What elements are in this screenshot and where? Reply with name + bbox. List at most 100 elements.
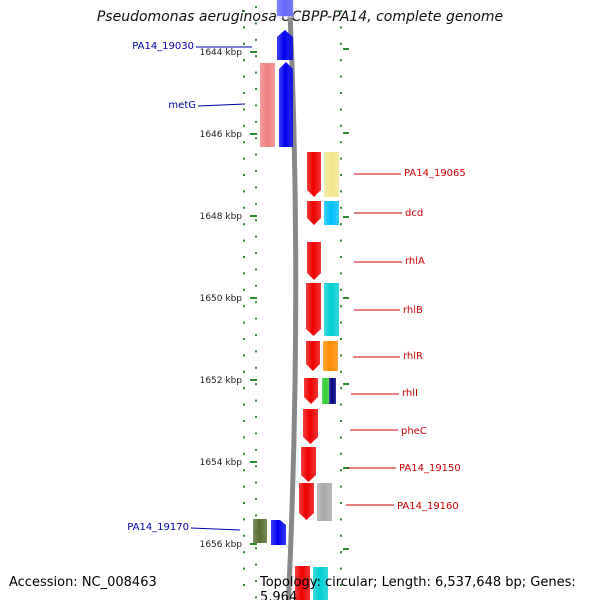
minor-tick xyxy=(255,137,257,140)
minor-tick xyxy=(340,288,342,291)
minor-tick xyxy=(340,108,342,111)
minor-tick xyxy=(255,580,257,582)
scale-tick-label: 1648 kbp xyxy=(200,212,243,222)
minor-tick xyxy=(340,485,342,488)
callout-label: PA14_19030 xyxy=(132,41,194,52)
minor-tick xyxy=(255,465,257,468)
minor-tick xyxy=(255,6,257,8)
scale-tick-mark xyxy=(250,133,257,135)
callout-label: PA14_19150 xyxy=(399,463,461,474)
minor-tick xyxy=(340,26,342,29)
minor-tick xyxy=(243,157,245,160)
gene-arrow xyxy=(307,152,321,197)
minor-tick xyxy=(243,534,245,537)
gene-arrow xyxy=(299,483,314,520)
cog-box xyxy=(276,0,294,18)
callout-leader-line xyxy=(190,527,241,531)
minor-tick xyxy=(255,416,257,418)
minor-tick xyxy=(340,256,342,258)
minor-tick xyxy=(255,219,257,222)
cog-box xyxy=(260,63,275,147)
minor-tick xyxy=(255,399,257,402)
minor-tick xyxy=(243,26,245,29)
minor-tick xyxy=(243,584,245,586)
minor-tick xyxy=(255,432,257,435)
minor-tick xyxy=(340,59,342,62)
gene-arrow xyxy=(307,242,321,280)
minor-tick xyxy=(243,59,245,62)
minor-tick xyxy=(243,10,245,12)
minor-tick xyxy=(243,436,245,439)
minor-tick xyxy=(255,481,257,484)
minor-tick xyxy=(243,92,245,94)
callout-label: rhlA xyxy=(405,256,425,267)
scale-tick-mark xyxy=(250,461,257,463)
cog-box xyxy=(313,567,328,600)
callout-label: PA14_19065 xyxy=(404,168,466,179)
minor-tick xyxy=(340,452,342,455)
minor-tick xyxy=(340,174,342,176)
scale-tick-label: 1646 kbp xyxy=(200,130,243,140)
scale-tick-label: 1650 kbp xyxy=(200,294,243,304)
minor-tick xyxy=(255,120,257,123)
cog-box xyxy=(329,378,336,404)
minor-tick xyxy=(340,223,342,226)
scale-tick-mark xyxy=(250,379,257,381)
minor-tick xyxy=(255,301,257,304)
cog-box xyxy=(317,483,332,521)
minor-tick xyxy=(255,334,257,336)
minor-tick xyxy=(243,206,245,209)
minor-tick xyxy=(243,256,245,258)
minor-tick xyxy=(255,104,257,107)
minor-tick xyxy=(243,124,245,127)
major-tick xyxy=(343,48,349,50)
gene-arrow xyxy=(307,201,321,225)
minor-tick xyxy=(243,502,245,504)
callout-label: PA14_19170 xyxy=(127,522,189,533)
minor-tick xyxy=(243,42,245,45)
minor-tick xyxy=(340,584,342,586)
minor-tick xyxy=(255,71,257,74)
minor-tick xyxy=(255,186,257,189)
minor-tick xyxy=(243,518,245,521)
minor-tick xyxy=(255,350,257,353)
gene-arrow xyxy=(271,520,286,545)
minor-tick xyxy=(255,317,257,320)
callout-label: metG xyxy=(168,100,196,111)
cog-box xyxy=(253,519,267,543)
minor-tick xyxy=(255,153,257,156)
callout-label: pheC xyxy=(401,426,427,437)
callout-label: dcd xyxy=(405,208,423,219)
minor-tick xyxy=(340,534,342,537)
minor-tick xyxy=(255,170,257,172)
callout-leader-line xyxy=(197,103,246,107)
scale-tick-label: 1644 kbp xyxy=(200,48,243,58)
minor-tick xyxy=(340,10,342,12)
minor-tick xyxy=(340,141,342,144)
minor-tick xyxy=(340,239,342,242)
minor-tick xyxy=(243,190,245,193)
minor-tick xyxy=(255,514,257,517)
minor-tick xyxy=(243,223,245,226)
accession-label: Accession: NC_008463 xyxy=(9,575,157,590)
scale-tick-mark xyxy=(250,51,257,53)
gene-arrow xyxy=(303,409,318,444)
major-tick xyxy=(343,548,349,550)
minor-tick xyxy=(255,284,257,287)
cog-box xyxy=(324,283,339,336)
minor-tick xyxy=(340,42,342,45)
gene-arrow xyxy=(277,30,293,60)
minor-tick xyxy=(243,452,245,455)
major-tick xyxy=(343,383,349,385)
minor-tick xyxy=(255,202,257,205)
minor-tick xyxy=(255,252,257,254)
minor-tick xyxy=(243,403,245,406)
scale-tick-label: 1654 kbp xyxy=(200,458,243,468)
minor-tick xyxy=(255,448,257,451)
minor-tick xyxy=(340,338,342,340)
genome-summary: Topology: circular; Length: 6,537,648 bp… xyxy=(260,575,576,600)
minor-tick xyxy=(243,305,245,308)
cog-box xyxy=(324,152,339,197)
cog-box xyxy=(323,341,338,371)
